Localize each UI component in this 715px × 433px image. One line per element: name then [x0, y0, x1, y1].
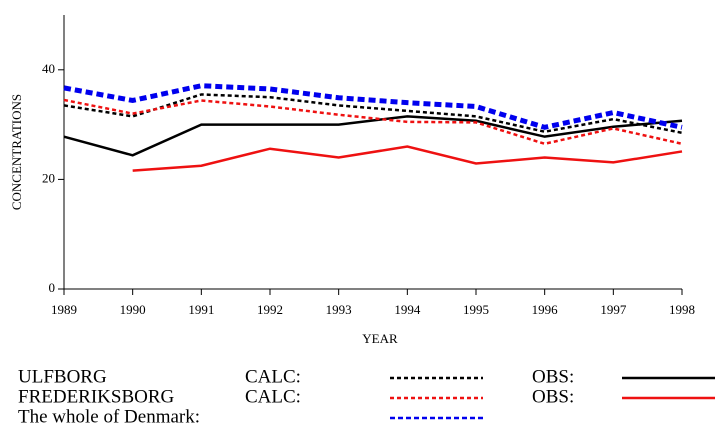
x-tick-label: 1990: [120, 302, 146, 317]
y-tick-label: 40: [42, 61, 55, 76]
line-series: [132, 145, 683, 172]
y-tick-label: 0: [49, 280, 56, 295]
legend-group-label: The whole of Denmark:: [18, 406, 200, 427]
x-tick-label: 1993: [326, 302, 352, 317]
legend-label: CALC:: [245, 366, 301, 387]
y-tick-label: 20: [42, 170, 55, 185]
legend-group-label: FREDERIKSBORG: [18, 386, 175, 407]
legend-group-label: ULFBORG: [18, 366, 107, 387]
x-tick-label: 1998: [669, 302, 695, 317]
x-tick-label: 1997: [600, 302, 627, 317]
x-axis-label: YEAR: [362, 331, 398, 346]
line-series: [63, 98, 683, 146]
line-series: [63, 93, 683, 135]
x-tick-label: 1991: [188, 302, 214, 317]
line-series: [63, 115, 683, 157]
x-tick-label: 1995: [463, 302, 489, 317]
y-axis-label: CONCENTRATIONS: [9, 94, 24, 210]
legend-label: CALC:: [245, 386, 301, 407]
x-tick-label: 1994: [394, 302, 421, 317]
legend-label: OBS:: [532, 386, 574, 407]
x-tick-label: 1996: [532, 302, 559, 317]
x-tick-label: 1992: [257, 302, 283, 317]
legend-label: OBS:: [532, 366, 574, 387]
line-series: [63, 83, 683, 130]
x-tick-label: 1989: [51, 302, 77, 317]
